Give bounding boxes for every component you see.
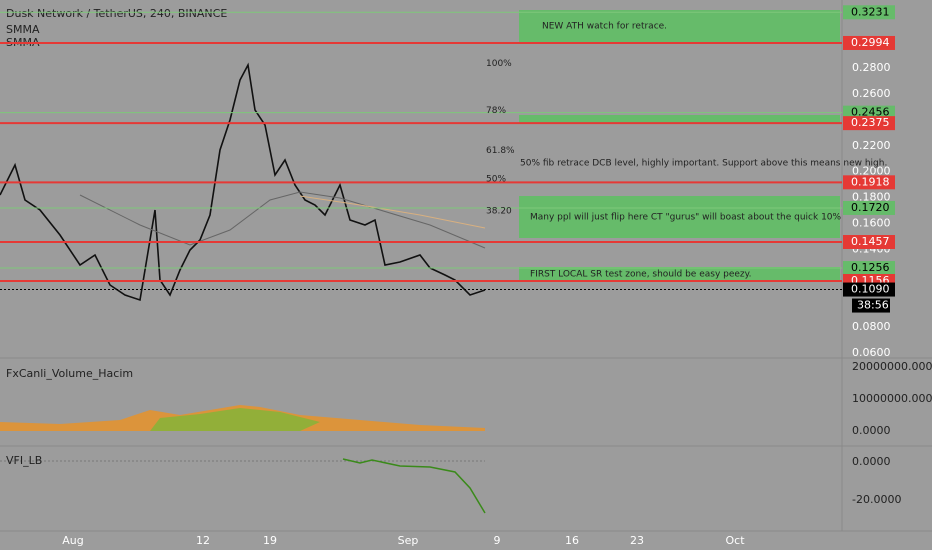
price-tag	[843, 5, 895, 20]
price-tick: 0.2800	[852, 61, 891, 74]
time-label: 12	[196, 534, 210, 547]
indicator-label: SMMA	[6, 23, 40, 36]
vfi-tick: 0.0000	[852, 455, 891, 468]
price-tick: 0.0800	[852, 320, 891, 333]
price-tag-label: 0.1457	[851, 235, 890, 248]
fib-label: 100%	[486, 59, 512, 69]
time-label: 23	[630, 534, 644, 547]
price-tick: 0.2200	[852, 139, 891, 152]
panel-title: VFI_LB	[6, 454, 42, 467]
zone-box	[519, 267, 840, 281]
time-label: 19	[263, 534, 277, 547]
annotation: FIRST LOCAL SR test zone, should be easy…	[530, 270, 752, 280]
volume-tick: 10000000.0000	[852, 392, 932, 405]
time-label: 16	[565, 534, 579, 547]
price-tag-label: 0.2375	[851, 116, 890, 129]
vfi-line	[342, 458, 486, 514]
smma-line	[79, 191, 486, 249]
price-tick: 0.2000	[852, 165, 891, 178]
price-tag	[843, 200, 895, 215]
zone-box	[519, 10, 840, 42]
volume-tick: 0.0000	[852, 424, 891, 437]
countdown: 38:56	[857, 299, 889, 312]
price-tag-label: 0.1256	[851, 261, 890, 274]
vfi-tick: -20.0000	[852, 493, 901, 506]
time-label: Oct	[725, 534, 745, 547]
price-tag-label: 0.1720	[851, 201, 890, 214]
price-tick: 0.1800	[852, 191, 891, 204]
price-tag	[843, 175, 895, 190]
time-label: Aug	[62, 534, 83, 547]
price-tag-label: 0.1918	[851, 175, 890, 188]
volume-bars	[150, 408, 320, 431]
price-tag	[843, 261, 895, 276]
price-tick: 0.0600	[852, 346, 891, 359]
price-tag-label: 0.3231	[851, 5, 890, 18]
annotation: 50% fib retrace DCB level, highly import…	[520, 159, 887, 169]
fib-label: 50%	[486, 175, 506, 185]
time-label: 9	[494, 534, 501, 547]
price-tag	[843, 235, 895, 250]
price-tag	[843, 35, 895, 50]
price-tag-label: 0.1090	[851, 283, 890, 296]
fib-label: 38.20	[486, 207, 512, 217]
price-tag	[843, 116, 895, 131]
price-tick: 0.2600	[852, 87, 891, 100]
price-tag-label: 0.2994	[851, 36, 890, 49]
fib-label: 61.8%	[486, 146, 515, 156]
price-tick: 0.1600	[852, 217, 891, 230]
price-tag-label: 0.2456	[851, 106, 890, 119]
volume-tick: 20000000.0000	[852, 360, 932, 373]
price-tag	[843, 282, 895, 297]
smma-line	[299, 195, 486, 229]
zone-box	[519, 115, 840, 123]
zone-box	[519, 196, 840, 238]
time-label: Sep	[398, 534, 419, 547]
countdown-tag	[852, 298, 890, 313]
symbol-title: Dusk Network / TetherUS, 240, BINANCE	[6, 7, 227, 20]
fib-label: 78%	[486, 106, 506, 116]
panel-title: FxCanli_Volume_Hacim	[6, 367, 133, 380]
annotation: NEW ATH watch for retrace.	[542, 22, 667, 32]
annotation: Many ppl will just flip here CT "gurus" …	[530, 213, 842, 223]
